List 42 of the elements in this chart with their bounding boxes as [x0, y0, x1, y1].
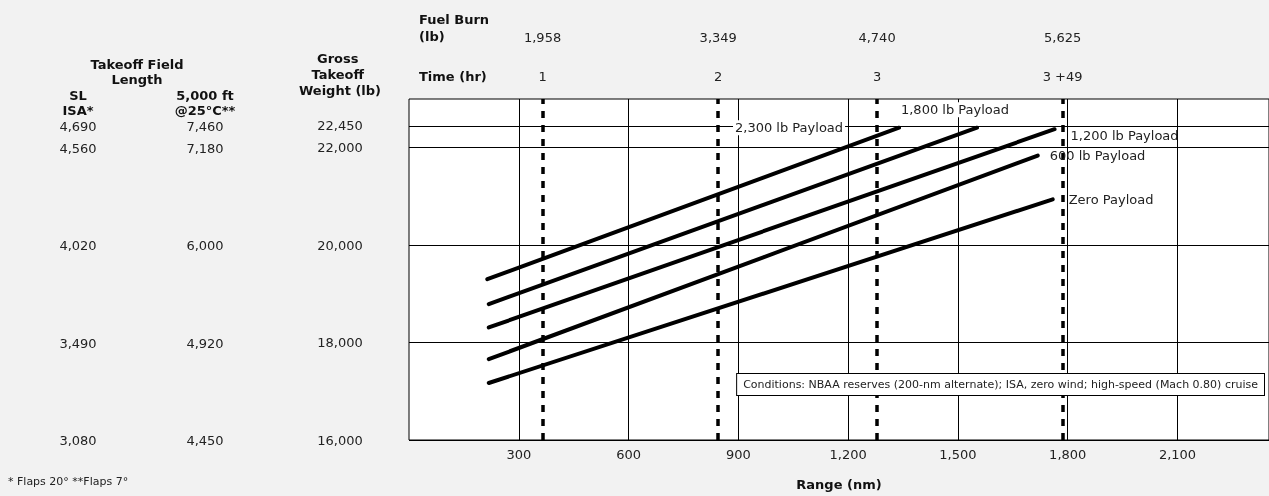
- x-tick-label: 600: [616, 447, 641, 462]
- text: 6,000: [186, 237, 224, 253]
- x-tick-label: 1,800: [1049, 447, 1087, 462]
- y-tick-label: 22,450: [317, 118, 363, 134]
- text: 3,490: [59, 335, 97, 351]
- text: 5,625: [1043, 29, 1082, 45]
- x-tick-label: 2,100: [1158, 447, 1197, 462]
- text: 1: [538, 68, 547, 84]
- text: 3,080: [59, 432, 97, 448]
- series-label: Zero Payload: [1068, 191, 1154, 207]
- x-tick-label: 1,200: [829, 447, 867, 462]
- text: 1,958: [523, 29, 562, 45]
- x-axis-title: Range (nm): [796, 477, 882, 492]
- text: 4,740: [858, 29, 896, 45]
- x-tick-label: 1,500: [939, 447, 977, 462]
- text: 4,450: [186, 432, 224, 448]
- text: 3 +49: [1042, 68, 1083, 84]
- y-tick-label: 22,000: [317, 140, 363, 156]
- text: 4,690: [59, 118, 97, 134]
- text: 2: [714, 68, 723, 84]
- text: 5,000 ft @25°C**: [173, 88, 237, 118]
- text: 4,920: [186, 335, 224, 351]
- y-tick-label: 16,000: [317, 432, 363, 448]
- text: SL ISA*: [61, 88, 95, 118]
- annotation: Conditions: NBAA reserves (200-nm alternate); ISA, zero wind; high-speed (Mach 0.80) cruise: [743, 378, 1259, 391]
- text: Takeoff Field Length: [89, 57, 185, 87]
- text: 4,560: [59, 140, 97, 156]
- text: Fuel Burn (lb): [419, 12, 494, 44]
- text: * Flaps 20° **Flaps 7°: [8, 474, 129, 488]
- y-axis-title: Gross Takeoff Weight (lb): [298, 50, 382, 98]
- y-tick-label: 18,000: [317, 335, 363, 351]
- x-tick-label: 900: [725, 447, 751, 462]
- series-label: 1,800 lb Payload: [900, 102, 1010, 118]
- x-tick-label: 300: [506, 447, 532, 462]
- text: 7,180: [186, 140, 224, 156]
- text: Time (hr): [419, 68, 487, 84]
- y-tick-label: 20,000: [317, 237, 363, 253]
- text: 7,460: [186, 118, 224, 134]
- series-label: 2,300 lb Payload: [735, 120, 844, 136]
- text: 4,020: [59, 237, 97, 253]
- text: 3,349: [699, 29, 737, 45]
- text: 3: [872, 68, 882, 84]
